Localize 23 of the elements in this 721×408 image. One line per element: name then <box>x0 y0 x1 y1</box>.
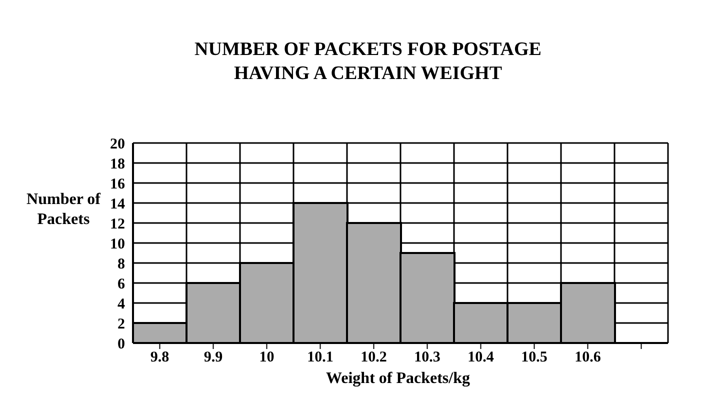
chart-title: NUMBER OF PACKETS FOR POSTAGE HAVING A CERTAIN WEIGHT <box>194 38 542 86</box>
x-tick-label: 10.6 <box>574 350 602 366</box>
x-tick-label: 10.4 <box>468 350 494 366</box>
y-tick-label: 8 <box>118 256 125 272</box>
y-tick-label: 18 <box>110 156 125 172</box>
x-tick-label: 9.8 <box>150 350 170 366</box>
y-tick-label: 20 <box>110 136 125 152</box>
x-tick-label: 10.3 <box>414 350 440 366</box>
y-tick-label: 2 <box>118 316 125 332</box>
x-tick-label: 9.9 <box>204 350 223 366</box>
y-tick-label: 6 <box>118 276 126 292</box>
x-tick-label: 10.2 <box>360 350 387 366</box>
y-tick-label: 16 <box>110 176 126 192</box>
x-tick-label: 10.1 <box>307 350 334 366</box>
x-tick-label: 10.5 <box>521 350 548 366</box>
x-tick-label: 10 <box>259 350 274 366</box>
y-tick-label: 12 <box>110 216 125 232</box>
y-axis-title: Number of Packets <box>26 190 102 230</box>
x-axis-title: Weight of Packets/kg <box>325 370 471 388</box>
y-tick-label: 10 <box>110 236 125 252</box>
y-tick-label: 0 <box>118 336 125 352</box>
y-tick-label: 14 <box>110 196 126 212</box>
y-tick-label: 4 <box>118 296 126 312</box>
